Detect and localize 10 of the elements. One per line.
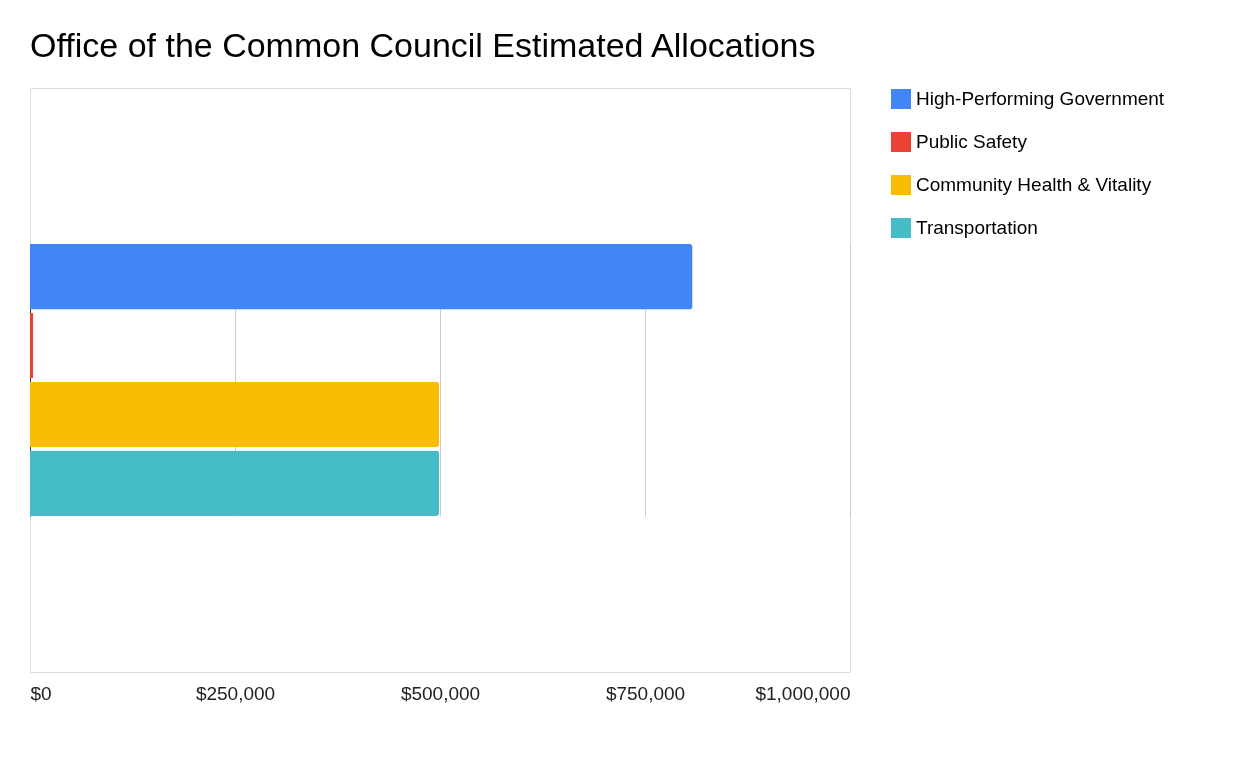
legend-label: High-Performing Government <box>916 88 1165 109</box>
x-tick-label: $750,000 <box>605 682 686 704</box>
legend-label: Transportation <box>916 217 1038 238</box>
x-tick-label: $1,000,000 <box>755 682 851 704</box>
legend-label: Community Health & Vitality <box>916 174 1152 195</box>
x-tick-label: $500,000 <box>400 682 481 704</box>
x-tick-label: $0 <box>30 682 52 704</box>
legend-label: Public Safety <box>916 131 1028 152</box>
x-tick-label: $250,000 <box>195 682 276 704</box>
chart-title: Office of the Common Council Estimated Allocations <box>30 26 816 64</box>
